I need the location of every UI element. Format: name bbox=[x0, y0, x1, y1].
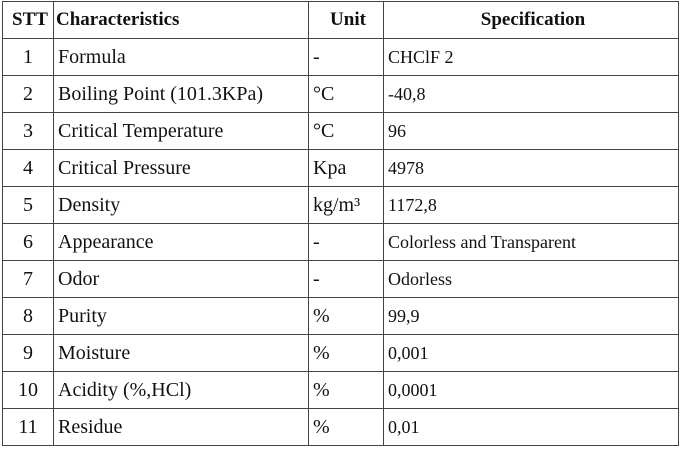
table-cell: 4 bbox=[2, 149, 54, 187]
table-row: 7 Odor - Odorless bbox=[2, 260, 679, 298]
table-cell: Kpa bbox=[308, 149, 384, 187]
table-cell: Residue bbox=[53, 408, 309, 446]
table-cell: 9 bbox=[2, 334, 54, 372]
table-cell: Critical Pressure bbox=[53, 149, 309, 187]
table-cell: Odorless bbox=[383, 260, 679, 298]
table-cell: 10 bbox=[2, 371, 54, 409]
table-cell: - bbox=[308, 223, 384, 261]
table-cell: 7 bbox=[2, 260, 54, 298]
table-cell: °C bbox=[308, 75, 384, 113]
table-cell: 96 bbox=[383, 112, 679, 150]
table-cell: Density bbox=[53, 186, 309, 224]
table-cell: °C bbox=[308, 112, 384, 150]
table-cell: 6 bbox=[2, 223, 54, 261]
table-cell: Odor bbox=[53, 260, 309, 298]
table-cell: % bbox=[308, 408, 384, 446]
table-cell: % bbox=[308, 297, 384, 335]
table-cell: 4978 bbox=[383, 149, 679, 187]
table-row: 5 Density kg/m³ 1172,8 bbox=[2, 186, 679, 224]
table-cell: Acidity (%,HCl) bbox=[53, 371, 309, 409]
table-cell: 11 bbox=[2, 408, 54, 446]
table-cell: 1172,8 bbox=[383, 186, 679, 224]
header-row: STT Characteristics Unit Specification bbox=[2, 1, 679, 39]
table-cell: 0,001 bbox=[383, 334, 679, 372]
table-cell: 0,0001 bbox=[383, 371, 679, 409]
header-cell: Specification bbox=[383, 1, 679, 39]
table-cell: Critical Temperature bbox=[53, 112, 309, 150]
table-row: 4 Critical Pressure Kpa 4978 bbox=[2, 149, 679, 187]
table-cell: Purity bbox=[53, 297, 309, 335]
table-row: 3 Critical Temperature °C 96 bbox=[2, 112, 679, 150]
header-cell: Characteristics bbox=[53, 1, 309, 39]
table-cell: 2 bbox=[2, 75, 54, 113]
table-body: 1 Formula - CHClF 2 2 Boiling Point (101.3KPa… bbox=[2, 38, 679, 446]
table-cell: kg/m³ bbox=[308, 186, 384, 224]
table-cell: 8 bbox=[2, 297, 54, 335]
table-cell: -40,8 bbox=[383, 75, 679, 113]
table-cell: % bbox=[308, 334, 384, 372]
table-cell: CHClF 2 bbox=[383, 38, 679, 76]
table-row: 8 Purity% 99,9 bbox=[2, 297, 679, 335]
header-cell: STT bbox=[2, 1, 54, 39]
table-cell: % bbox=[308, 371, 384, 409]
table-cell: 5 bbox=[2, 186, 54, 224]
table-cell: 1 bbox=[2, 38, 54, 76]
table-row: 6 Appearance - Colorless and Transparent bbox=[2, 223, 679, 261]
spec-table: STT Characteristics Unit Specification 1 For… bbox=[2, 1, 679, 446]
table-cell: 3 bbox=[2, 112, 54, 150]
table-cell: - bbox=[308, 38, 384, 76]
table-cell: Colorless and Transparent bbox=[383, 223, 679, 261]
table-cell: Boiling Point (101.3KPa) bbox=[53, 75, 309, 113]
table-cell: Formula bbox=[53, 38, 309, 76]
table-row: 9 Moisture% 0,001 bbox=[2, 334, 679, 372]
table-row: 10 Acidity (%,HCl)% 0,0001 bbox=[2, 371, 679, 409]
table-cell: - bbox=[308, 260, 384, 298]
table-row: 11 Residue% 0,01 bbox=[2, 408, 679, 446]
table-cell: Moisture bbox=[53, 334, 309, 372]
table-cell: 0,01 bbox=[383, 408, 679, 446]
table-cell: Appearance bbox=[53, 223, 309, 261]
table-row: 2 Boiling Point (101.3KPa) °C -40,8 bbox=[2, 75, 679, 113]
table-cell: 99,9 bbox=[383, 297, 679, 335]
header-cell: Unit bbox=[308, 1, 384, 39]
table-row: 1 Formula - CHClF 2 bbox=[2, 38, 679, 76]
